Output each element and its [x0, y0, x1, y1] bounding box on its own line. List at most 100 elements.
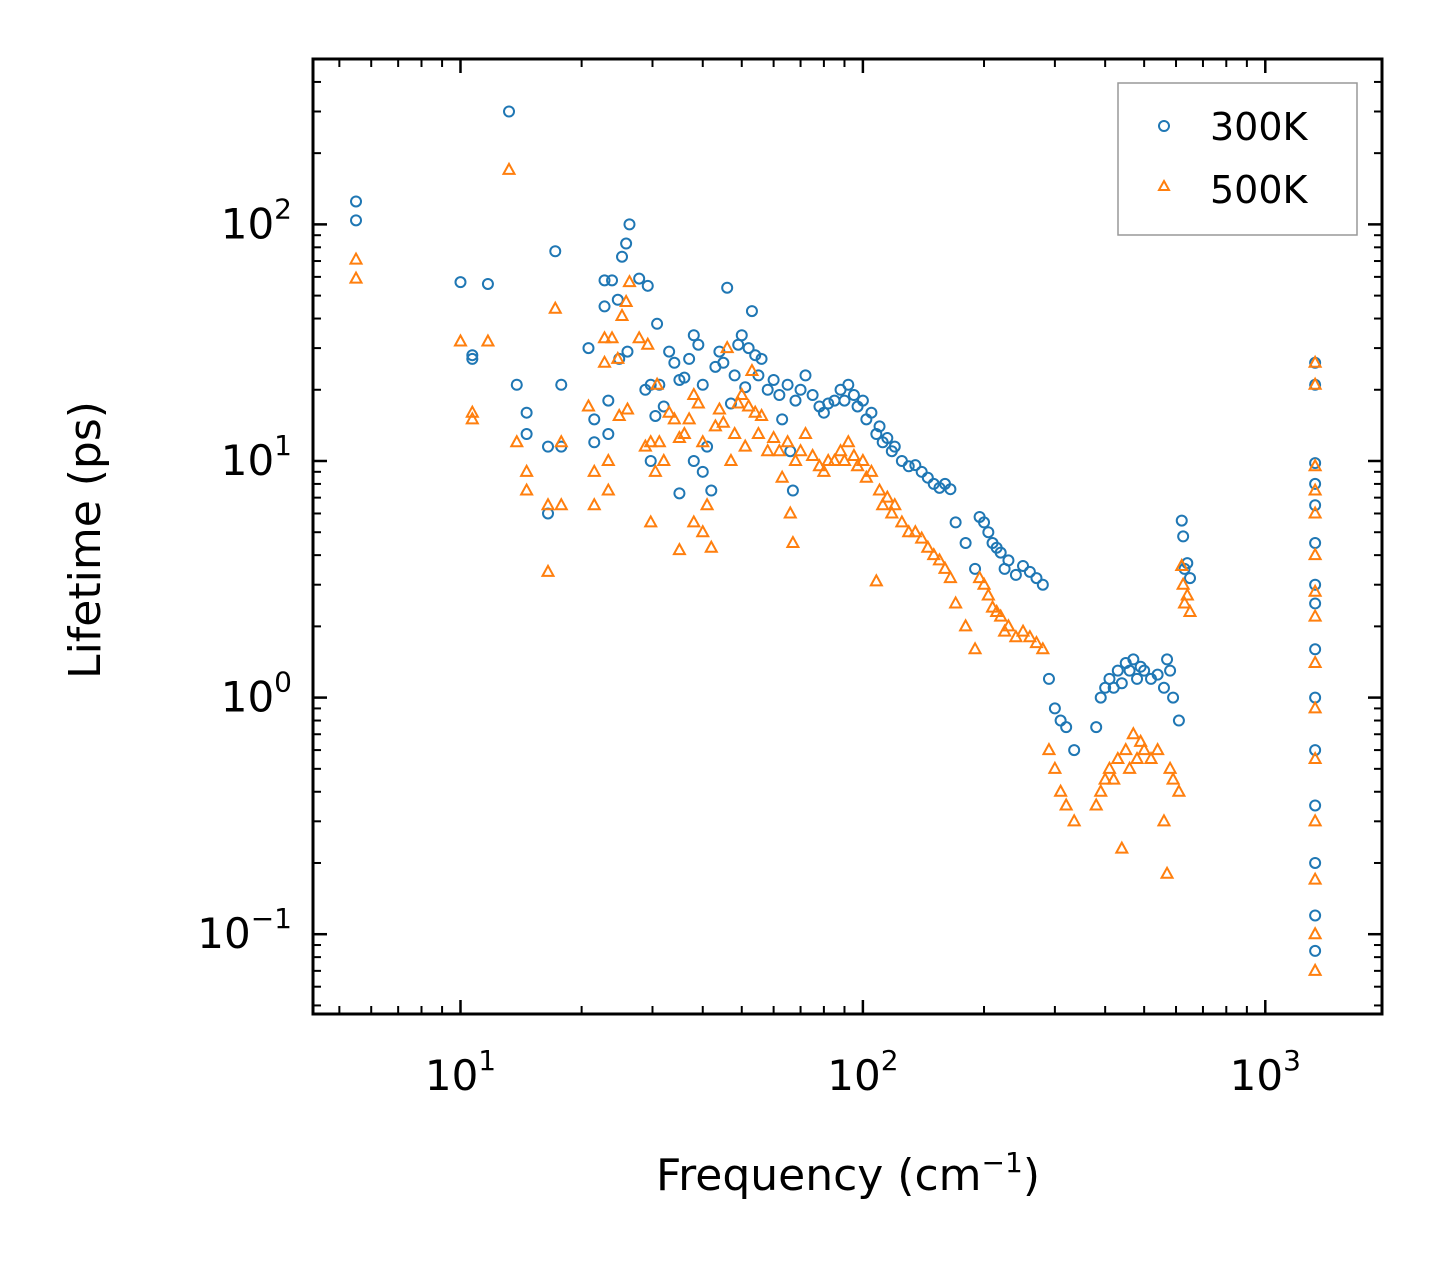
data-point-500k [855, 452, 871, 466]
data-point-500k [686, 386, 701, 401]
data-point-500k [622, 274, 637, 288]
data-point-300k [822, 397, 835, 410]
data-point-300k [678, 371, 691, 384]
data-point-500k [1307, 505, 1323, 519]
data-point-500k [816, 463, 832, 477]
data-point-500k [587, 497, 602, 511]
data-point-300k [949, 516, 962, 529]
data-point-500k [1307, 926, 1323, 940]
data-point-500k [601, 482, 616, 496]
data-point-500k [1126, 726, 1141, 740]
data-point-500k [793, 443, 808, 457]
data-point-500k [712, 401, 727, 415]
data-point-500k [1307, 700, 1323, 714]
data-point-300k [350, 195, 363, 208]
data-point-500k [864, 463, 879, 477]
data-point-300k [784, 445, 797, 458]
data-point-300k [1054, 714, 1067, 727]
y-tick-label: 101 [221, 429, 292, 485]
data-point-500k [519, 482, 534, 496]
data-point-300k [542, 440, 555, 453]
data-point-500k [1129, 750, 1145, 765]
data-point-300k [1309, 597, 1322, 610]
data-point-500k [908, 524, 923, 538]
data-point-300k [555, 378, 568, 391]
data-point-500k [766, 429, 781, 444]
legend-label-300k: 300K [1210, 105, 1309, 149]
data-point-300k [786, 484, 799, 497]
data-point-500k [1307, 458, 1323, 472]
legend-marker-300k [1158, 120, 1170, 132]
data-point-500k [1162, 760, 1178, 774]
data-point-300k [776, 413, 789, 426]
data-point-300k [683, 352, 696, 365]
data-point-500k [597, 354, 612, 368]
data-point-300k [959, 537, 972, 550]
data-point-300k [663, 345, 676, 358]
data-point-300k [651, 317, 664, 330]
data-point-500k [348, 251, 364, 265]
data-point-500k [631, 330, 647, 344]
data-point-500k [1029, 634, 1044, 649]
data-point-500k [604, 330, 620, 344]
data-point-300k [1115, 677, 1128, 690]
data-point-500k [656, 452, 671, 466]
data-point-500k [519, 463, 534, 477]
data-point-500k [1122, 760, 1137, 774]
data-point-500k [681, 411, 697, 425]
data-point-500k [869, 573, 884, 587]
data-point-500k [1015, 623, 1031, 637]
data-point-300k [1172, 714, 1185, 727]
data-point-500k [833, 443, 848, 457]
data-point-500k [1106, 771, 1121, 785]
data-point-500k [704, 539, 719, 553]
data-point-300k [794, 383, 807, 396]
data-point-300k [623, 218, 636, 231]
data-point-500k [1307, 962, 1323, 976]
data-point-300k [1090, 721, 1103, 734]
data-point-500k [1182, 603, 1198, 618]
data-point-300k [1036, 578, 1049, 591]
data-point-500k [610, 350, 625, 364]
data-point-500k [1307, 547, 1323, 561]
data-point-500k [1022, 629, 1038, 643]
data-point-300k [881, 432, 894, 445]
data-point-500k [618, 293, 634, 307]
data-point-500k [1307, 813, 1323, 827]
data-point-500k [686, 514, 701, 528]
data-point-300k [1042, 672, 1055, 685]
data-point-300k [641, 279, 654, 292]
data-point-500k [785, 534, 801, 549]
data-point-500k [723, 452, 739, 466]
data-point-300k [588, 436, 601, 449]
legend-label-500k: 500K [1210, 168, 1309, 212]
data-point-300k [902, 460, 915, 473]
data-point-300k [865, 406, 878, 419]
data-point-300k [1030, 572, 1043, 585]
data-point-300k [1131, 672, 1144, 685]
data-point-500k [1110, 750, 1125, 765]
data-point-500k [926, 547, 941, 561]
data-point-300k [870, 428, 883, 441]
data-point-500k [1307, 608, 1323, 622]
data-point-500k [760, 443, 775, 457]
data-point-300k [602, 428, 615, 441]
data-point-500k [661, 404, 677, 418]
data-point-500k [1035, 641, 1051, 655]
data-point-500k [943, 570, 958, 584]
data-point-500k [1136, 742, 1152, 756]
data-point-500k [501, 161, 517, 175]
data-point-500k [884, 505, 900, 519]
data-point-500k [1156, 813, 1172, 827]
data-point-500k [1175, 576, 1191, 590]
data-point-500k [643, 514, 658, 528]
data-point-300k [1009, 568, 1022, 581]
data-point-500k [348, 270, 364, 284]
data-point-300k [602, 394, 615, 407]
data-point-500k [894, 514, 910, 528]
data-point-300k [842, 378, 855, 391]
data-point-300k [856, 394, 869, 407]
legend: 300K 500K [1117, 82, 1358, 236]
data-point-500k [648, 463, 663, 477]
data-point-300k [598, 274, 611, 287]
